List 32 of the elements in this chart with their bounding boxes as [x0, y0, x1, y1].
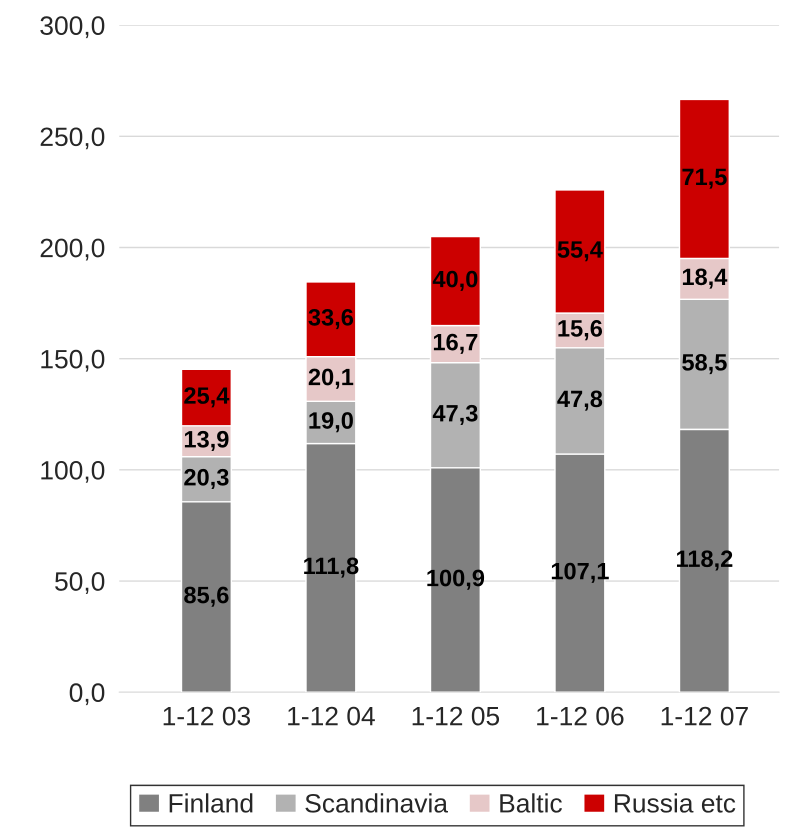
y-tick-label: 0,0	[70, 683, 104, 706]
x-tick-label: 1-12 07	[662, 706, 748, 726]
data-label: 33,6	[308, 308, 354, 330]
data-label: 71,5	[682, 168, 727, 189]
data-label: 20,1	[308, 368, 354, 389]
y-tick-label: 150,0	[41, 350, 104, 372]
x-tick-label: 1-12 03	[164, 706, 250, 726]
legend-label: Russia etc	[614, 793, 736, 813]
y-tick-label: 200,0	[40, 238, 104, 260]
x-tick-label: 1-12 06	[537, 706, 624, 726]
data-label: 19,0	[309, 412, 353, 432]
legend-label: Scandinavia	[305, 793, 448, 813]
data-label: 55,4	[558, 241, 603, 262]
data-label: 13,9	[184, 430, 229, 452]
data-label: 15,6	[558, 320, 602, 340]
x-tick-label: 1-12 05	[412, 706, 500, 726]
data-label: 40,0	[432, 270, 478, 291]
data-label: 25,4	[184, 387, 230, 408]
data-label: 47,3	[432, 404, 478, 426]
data-label: 47,8	[557, 390, 602, 411]
y-tick-label: 250,0	[40, 127, 104, 150]
data-label: 18,4	[682, 268, 728, 289]
legend-label: Finland	[170, 793, 252, 813]
legend-label: Baltic	[500, 793, 562, 813]
y-tick-label: 50,0	[55, 572, 104, 594]
data-label: 58,5	[682, 354, 727, 374]
data-label: 16,7	[434, 334, 478, 354]
data-label: 20,3	[184, 468, 229, 490]
y-tick-label: 300,0	[40, 16, 104, 38]
y-tick-label: 100,0	[41, 460, 104, 483]
data-label: 85,6	[184, 586, 229, 607]
x-tick-label: 1-12 04	[288, 706, 375, 726]
